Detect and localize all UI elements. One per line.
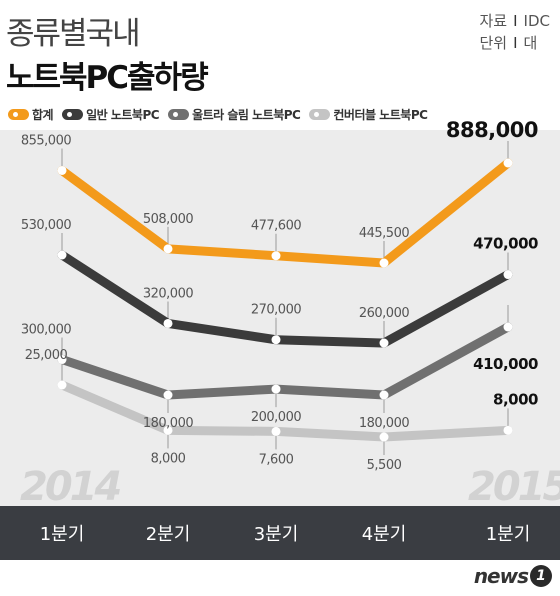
data-point-s3-p3: [379, 432, 389, 442]
value-label-s1-p2: 270,000: [251, 303, 301, 318]
value-label-s2-p3: 180,000: [359, 416, 409, 431]
news1-logo: news 1: [474, 564, 552, 588]
legend-label-general: 일반 노트북PC: [86, 108, 160, 122]
chart-legend: 합계 일반 노트북PC 울트라 슬림 노트북PC 컨버터블 노트북PC: [8, 106, 436, 123]
value-label-s3-p2: 7,600: [259, 452, 294, 467]
legend-item-general: 일반 노트북PC: [62, 106, 160, 123]
value-label-s2-p1: 180,000: [143, 416, 193, 431]
value-label-s2-p2: 200,000: [251, 410, 301, 425]
data-point-s0-p0: [57, 165, 67, 175]
data-point-s2-p1: [163, 390, 173, 400]
value-label-s1-p1: 320,000: [143, 286, 193, 301]
legend-item-ultraslim: 울트라 슬림 노트북PC: [168, 106, 301, 123]
data-point-s1-p3: [379, 338, 389, 348]
data-point-s2-p0: [57, 355, 67, 365]
legend-label-convertible: 컨버터블 노트북PC: [333, 108, 428, 122]
legend-swatch-total: [8, 109, 29, 120]
value-label-s1-p0: 530,000: [21, 218, 71, 233]
data-point-s3-p2: [271, 426, 281, 436]
legend-label-ultraslim: 울트라 슬림 노트북PC: [192, 108, 301, 122]
value-label-s3-p1: 8,000: [151, 451, 186, 466]
data-point-s2-p3: [379, 390, 389, 400]
x-tick-label-3: 4분기: [361, 524, 407, 545]
data-point-s0-p4: [503, 158, 513, 168]
page-title-line1: 종류별국내: [6, 16, 141, 52]
page-title-line2: 노트북PC출하량: [6, 60, 209, 96]
legend-swatch-ultraslim: [168, 109, 190, 120]
year-label-2014: 2014: [20, 464, 120, 510]
x-tick-label-4: 1분기: [485, 524, 531, 545]
legend-item-convertible: 컨버터블 노트북PC: [309, 106, 428, 123]
legend-label-total: 합계: [32, 108, 54, 122]
value-label-s0-p3: 445,500: [359, 226, 409, 241]
source-value: IDC: [523, 12, 550, 30]
x-tick-label-2: 3분기: [253, 524, 299, 545]
unit-key: 단위: [479, 34, 508, 52]
data-point-s0-p2: [271, 251, 281, 261]
data-point-s2-p2: [271, 384, 281, 394]
value-label-s3-p4: 8,000: [493, 390, 538, 408]
value-label-s0-p4: 888,000: [446, 118, 538, 142]
legend-swatch-general: [62, 109, 84, 120]
data-point-s3-p4: [503, 425, 513, 435]
source-row: 자료 I IDC: [480, 10, 551, 32]
value-label-s3-p0: 25,000: [25, 348, 68, 363]
data-point-s0-p1: [163, 244, 173, 254]
data-point-s0-p3: [379, 258, 389, 268]
logo-word: news: [473, 564, 529, 588]
x-tick-label-1: 2분기: [145, 524, 191, 545]
quarter-bar: [0, 506, 560, 560]
data-point-s1-p1: [163, 318, 173, 328]
value-label-s0-p2: 477,600: [251, 219, 301, 234]
data-point-s2-p4: [503, 322, 513, 332]
unit-row: 단위 I 대: [480, 32, 551, 54]
value-label-s0-p1: 508,000: [143, 212, 193, 227]
value-label-s1-p3: 260,000: [359, 306, 409, 321]
data-point-s3-p1: [163, 425, 173, 435]
data-point-s3-p0: [57, 380, 67, 390]
value-label-s2-p4: 410,000: [473, 355, 538, 373]
value-label-s1-p4: 470,000: [473, 235, 538, 253]
data-point-s1-p0: [57, 250, 67, 260]
data-point-s1-p2: [271, 335, 281, 345]
value-label-s2-p0: 300,000: [21, 323, 71, 338]
unit-value: 대: [523, 34, 538, 52]
meta-info: 자료 I IDC 단위 I 대: [480, 10, 551, 54]
data-point-s1-p4: [503, 270, 513, 280]
value-label-s3-p3: 5,500: [367, 458, 402, 473]
x-tick-label-0: 1분기: [39, 524, 85, 545]
source-key: 자료: [479, 12, 508, 30]
legend-swatch-convertible: [309, 109, 331, 120]
legend-item-total: 합계: [8, 106, 54, 123]
unit-separator: I: [513, 34, 518, 52]
value-label-s0-p0: 855,000: [21, 133, 71, 148]
source-separator: I: [513, 12, 518, 30]
logo-badge: 1: [530, 565, 552, 587]
year-label-2015: 2015: [468, 464, 560, 510]
